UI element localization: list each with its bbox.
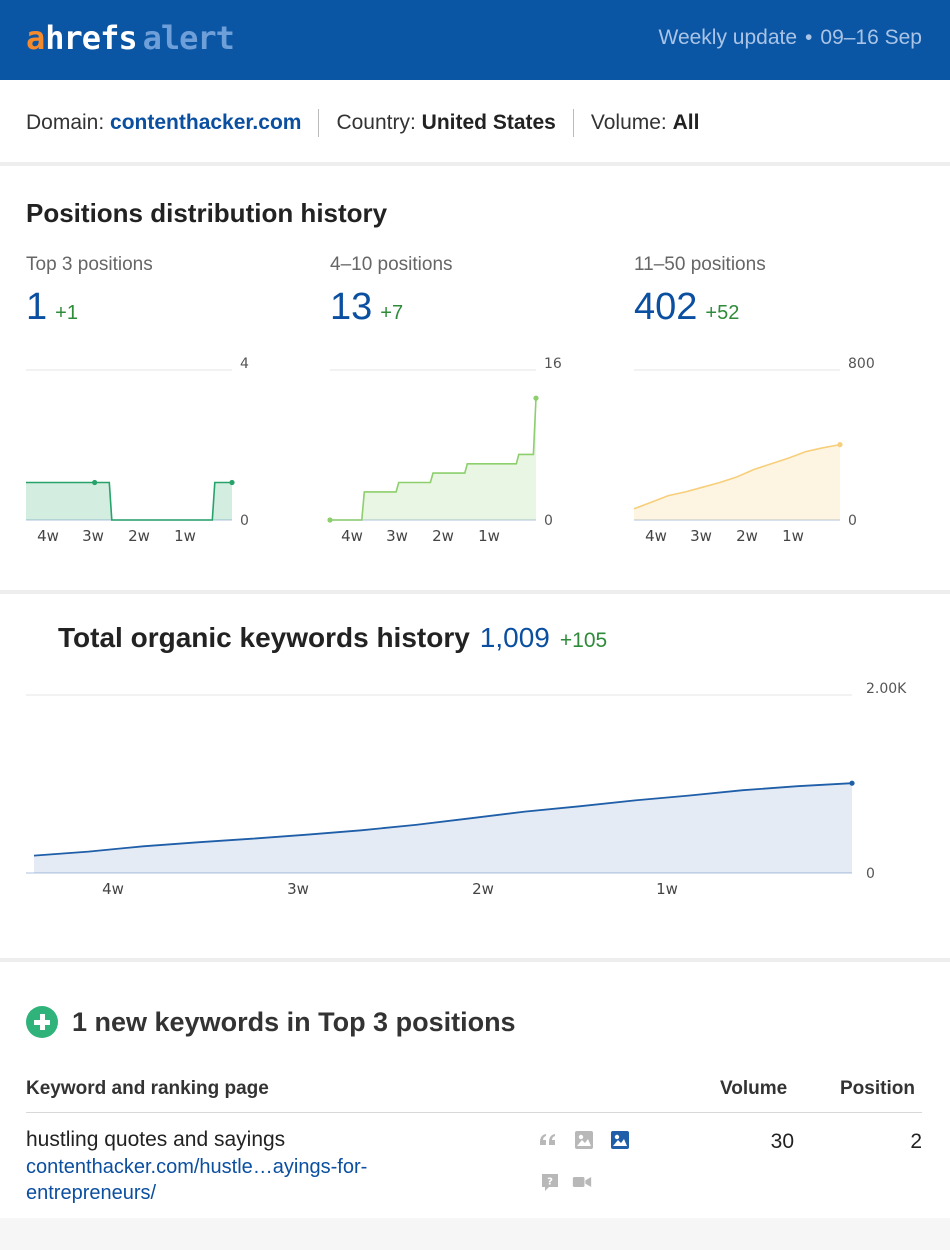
x-axis-tick-label: 4w: [341, 527, 363, 545]
volume-value: All: [672, 111, 700, 134]
keyword-text: hustling quotes and sayings: [26, 1128, 286, 1151]
y-axis-max-label: 16: [544, 356, 562, 372]
filter-bar: Domain: contenthacker.com Country: Unite…: [26, 108, 699, 138]
logo-a: a: [26, 19, 46, 57]
total-title: Total organic keywords history: [58, 622, 470, 653]
domain-link[interactable]: contenthacker.com: [110, 111, 302, 134]
svg-text:?: ?: [547, 1177, 553, 1188]
pos11-50-chart: 800 0 4w 3w 2w 1w: [633, 356, 875, 545]
filter-divider: [318, 109, 320, 137]
y-axis-min-label: 0: [866, 866, 875, 882]
x-axis-tick-label: 4w: [102, 880, 124, 898]
keyword-column-header: Keyword and ranking page: [26, 1078, 269, 1099]
question-icon: ?: [542, 1174, 558, 1191]
series-area: [34, 783, 852, 873]
ranking-page-link[interactable]: contenthacker.com/hustle…ayings-for-entr…: [26, 1156, 368, 1204]
quote-icon: [540, 1134, 555, 1145]
y-axis-max-label: 4: [240, 356, 249, 372]
top3-label: Top 3 positions: [26, 254, 153, 275]
x-axis-tick-label: 4w: [645, 527, 667, 545]
total-keywords-chart: 2.00K 0 4w 3w 2w 1w: [26, 681, 907, 898]
series-area: [634, 444, 840, 520]
x-axis-tick-label: 1w: [174, 527, 196, 545]
x-axis-tick-label: 3w: [386, 527, 408, 545]
volume-cell: 30: [770, 1130, 794, 1153]
top3-delta: +1: [55, 302, 78, 324]
y-axis-max-label: 800: [848, 356, 875, 372]
country-label: Country:: [336, 111, 416, 134]
logo-alert: alert: [142, 19, 235, 57]
pos11-50-value: 402: [634, 286, 698, 328]
x-axis-tick-label: 3w: [690, 527, 712, 545]
ahrefs-alert-logo[interactable]: a hrefs alert: [26, 18, 235, 58]
total-delta: +105: [559, 629, 608, 652]
separator-dot: •: [805, 26, 813, 49]
x-axis-tick-label: 1w: [656, 880, 678, 898]
update-label: Weekly update: [658, 26, 798, 49]
data-point: [92, 479, 98, 486]
top3-summary: Top 3 positions 1 +1: [26, 254, 286, 329]
series-area: [330, 398, 536, 520]
top3-value: 1: [26, 286, 48, 328]
y-axis-max-label: 2.00K: [866, 681, 907, 697]
total-value: 1,009: [479, 622, 550, 653]
section-divider: [0, 958, 950, 962]
x-axis-tick-label: 2w: [432, 527, 454, 545]
footer-band: [0, 1218, 950, 1250]
video-icon: [572, 1177, 592, 1187]
pos4-10-chart: 16 0 4w 3w 2w 1w: [327, 356, 562, 545]
section-divider: [0, 162, 950, 166]
data-point: [849, 780, 855, 786]
pos4-10-label: 4–10 positions: [330, 254, 453, 275]
x-axis-tick-label: 1w: [782, 527, 804, 545]
new-keywords-title: 1 new keywords in Top 3 positions: [72, 1006, 516, 1037]
date-range: 09–16 Sep: [820, 26, 922, 49]
pos11-50-label: 11–50 positions: [634, 254, 766, 275]
new-keywords-heading: 1 new keywords in Top 3 positions: [26, 1006, 516, 1038]
x-axis-tick-label: 2w: [128, 527, 150, 545]
domain-label: Domain:: [26, 111, 105, 134]
volume-column-header: Volume: [720, 1078, 788, 1099]
volume-label: Volume:: [590, 111, 667, 134]
filter-divider: [572, 109, 574, 137]
pos11-50-summary: 11–50 positions 402 +52: [634, 254, 894, 329]
table-header-divider: [26, 1112, 922, 1113]
total-keywords-heading: Total organic keywords history 1,009 +10…: [58, 622, 607, 654]
x-axis-tick-label: 2w: [736, 527, 758, 545]
country-value: United States: [421, 111, 556, 134]
data-point: [327, 517, 333, 523]
pos4-10-delta: +7: [380, 302, 404, 324]
logo-hrefs: hrefs: [45, 19, 137, 57]
pos4-10-summary: 4–10 positions 13 +7: [330, 254, 590, 329]
top3-chart: 4 0 4w 3w 2w 1w: [26, 356, 249, 545]
image-icon: [575, 1131, 593, 1149]
x-axis-tick-label: 4w: [37, 527, 59, 545]
x-axis-tick-label: 2w: [472, 880, 494, 898]
plus-circle-icon: [26, 1006, 58, 1038]
pos11-50-delta: +52: [705, 302, 740, 324]
update-info: Weekly update • 09–16 Sep: [659, 26, 923, 50]
series-line: [633, 443, 841, 510]
series-line: [330, 398, 537, 521]
series-line: [26, 481, 232, 521]
position-cell: 2: [910, 1130, 922, 1153]
x-axis-tick-label: 3w: [287, 880, 309, 898]
positions-title: Positions distribution history: [26, 198, 388, 228]
y-axis-min-label: 0: [240, 513, 249, 529]
header: a hrefs alert Weekly update • 09–16 Sep: [0, 0, 950, 80]
data-point: [533, 395, 539, 401]
x-axis-tick-label: 1w: [478, 527, 500, 545]
position-column-header: Position: [840, 1078, 915, 1099]
section-divider: [0, 590, 950, 594]
series-area: [26, 482, 232, 520]
data-point: [837, 442, 843, 448]
series-line: [33, 782, 853, 857]
y-axis-min-label: 0: [544, 513, 553, 529]
x-axis-tick-label: 3w: [82, 527, 104, 545]
y-axis-min-label: 0: [848, 513, 857, 529]
image-highlighted-icon: [611, 1131, 629, 1149]
data-point: [229, 479, 235, 486]
pos4-10-value: 13: [330, 286, 373, 328]
